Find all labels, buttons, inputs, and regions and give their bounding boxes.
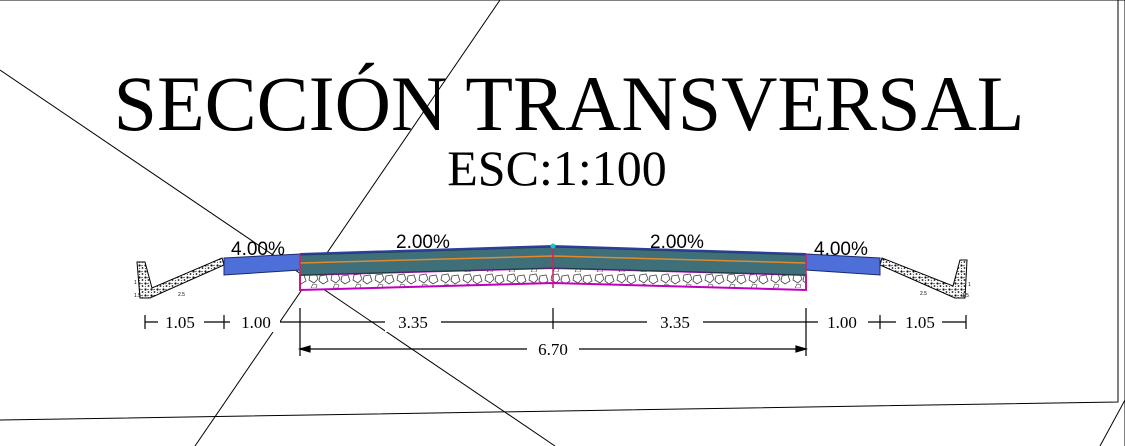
right-ditch-label-a: 1 [968,282,971,288]
dim-bg-3 [385,312,441,332]
right-ditch-label-b: 1.5 [962,293,969,299]
dim-bg-6 [896,312,942,332]
right-ditch-label-c: 2.5 [920,291,927,297]
dim-right-lane: 3.35 [660,313,690,332]
dim-right-shoulder: 1.00 [827,313,857,332]
left-ditch-label-a: 1 [134,280,137,286]
dim-bg-total [527,339,579,359]
frame-inner-right [0,0,1119,421]
scale-label: ESC:1:100 [447,140,666,196]
section-title: SECCIÓN TRANSVERSAL [114,60,1025,147]
dim-carriageway-total: 6.70 [538,340,568,359]
left-ditch: 1 1.5 2.5 [134,257,225,299]
right-ditch: 1 1.5 2.5 [879,257,971,299]
left-ditch-label-c: 2.5 [178,292,185,298]
dim-bg-4 [647,312,703,332]
slope-right-lane: 2.00% [650,232,704,253]
slope-right-shoulder: 4.00% [814,239,868,260]
dim-left-ditch: 1.05 [165,313,195,332]
construction-line-3 [1099,399,1125,446]
dim-bg-1 [158,312,204,332]
dim-right-ditch: 1.05 [905,313,935,332]
dim-bg-5 [818,312,868,332]
left-ditch-label-b: 1.5 [134,293,141,299]
construction-line-2 [194,0,501,446]
dim-left-lane: 3.35 [398,313,428,332]
dim-bg-2 [230,312,280,332]
dim-left-shoulder: 1.00 [241,313,271,332]
centerline-marker [550,243,556,249]
slope-left-shoulder: 4.00% [231,239,285,260]
slope-left-lane: 2.00% [396,232,450,253]
